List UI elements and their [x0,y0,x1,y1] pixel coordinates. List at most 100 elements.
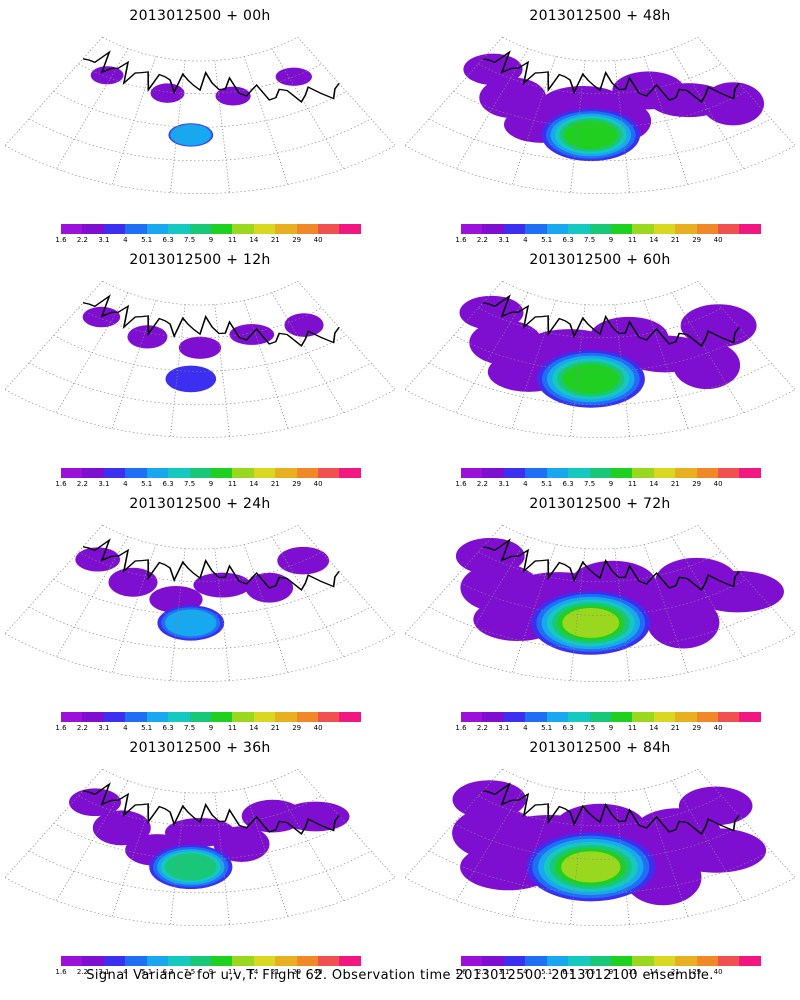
colorbar-swatch [232,956,254,966]
variance-contour-level [561,851,621,883]
colorbar-swatch [461,712,483,722]
colorbar-tick-label: 1.6 [55,968,67,976]
meridian-line [671,48,745,169]
latitude-circle [428,850,772,894]
latitude-circle [502,280,698,306]
colorbar-tick-label: 40 [313,480,323,488]
meridian-line [214,548,230,681]
colorbar-swatch [82,712,104,722]
colorbar-swatch [739,468,761,478]
colorbar-tick-label: 7.5 [584,968,596,976]
colorbar-swatch [318,468,340,478]
panel-title: 2013012500 + 00h [129,8,271,24]
panel-title: 2013012500 + 36h [129,740,271,756]
colorbar-swatch [125,468,147,478]
colorbar-labels: 1.6 2.2 3.1 4 5.1 6.3 7.5 9 11 14 21 29 40 [455,724,761,734]
colorbar-tick-label: 9 [608,236,614,244]
colorbar-tick-label: 40 [713,724,723,732]
latitude-circle [78,795,322,827]
colorbar-tick-label: 14 [649,480,659,488]
colorbar-tick-label: 2.2 [476,968,488,976]
colorbar-swatch [125,956,147,966]
variance-shading [284,313,324,337]
colorbar-swatch [696,956,719,966]
colorbar-swatch [568,224,590,234]
colorbar-swatch [61,956,83,966]
colorbar-tick-label: 11 [627,236,637,244]
colorbar-swatch [653,712,676,722]
colorbar-tick-label: 3.1 [98,480,110,488]
colorbar-tick-label: 11 [227,236,237,244]
colorbar-tick-label: 6.3 [162,968,174,976]
meridian-line [404,768,503,878]
meridian-line [643,788,689,917]
latitude-circle [453,91,747,128]
colorbar-swatch [503,712,526,722]
meridian-line [243,300,289,429]
colorbar-tick-label: 7.5 [184,724,196,732]
panel-title: 2013012500 + 60h [529,252,671,268]
latitude-circle [404,877,796,926]
colorbar-tick-label: 1.6 [455,480,467,488]
colorbar-swatch [82,956,104,966]
polar-map [4,280,396,438]
colorbar-swatch [653,956,676,966]
colorbar-tick-label: 5.1 [541,480,553,488]
variance-contour-level [562,364,620,394]
colorbar-tick-label: 14 [249,480,259,488]
colorbar-tick-label: 11 [227,724,237,732]
variance-shading [691,570,784,613]
colorbar-tick-label: 11 [627,724,637,732]
colorbar-swatch [275,956,297,966]
latitude-circle [4,145,396,194]
colorbar-swatch [232,224,254,234]
colorbar-swatch [546,712,569,722]
colorbar-swatch [568,956,590,966]
colorbar-swatch [61,468,83,478]
colorbar-tick-label: 5.1 [141,236,153,244]
meridian-line [404,524,503,634]
variance-shading [680,304,757,348]
colorbar-tick-label: 7.5 [584,236,596,244]
map-panel-84h: 2013012500 + 84h 1.6 2.2 3.1 4 5.1 6.3 7.5 9 11 14… [400,732,800,976]
meridian-line [671,780,745,901]
colorbar-tick-label: 9 [208,724,214,732]
colorbar-swatch [339,712,361,722]
colorbar-tick-label: 9 [608,480,614,488]
colorbar-swatch [525,224,547,234]
colorbar-swatch [482,468,504,478]
variance-contour-level [170,124,211,146]
colorbar-tick-label: 2.2 [476,480,488,488]
meridian-line [4,768,103,878]
colorbar-tick-label: 21 [270,236,280,244]
colorbar-tick-label: 9 [208,968,214,976]
polar-map [404,768,796,926]
colorbar-tick-label: 21 [270,724,280,732]
meridian-line [214,304,230,437]
variance-shading [702,82,764,126]
latitude-circle [4,877,396,926]
colorbar-swatch [103,224,126,234]
colorbar-swatch [589,468,611,478]
colorbar-tick-label: 7.5 [184,236,196,244]
colorbar-swatch [339,224,361,234]
map-panel-60h: 2013012500 + 60h 1.6 2.2 3.1 4 5.1 6.3 7.5 9 11 14… [400,244,800,488]
colorbar-tick-label: 2.2 [476,724,488,732]
colorbar-swatch [610,712,633,722]
variance-shading [178,336,222,359]
latitude-circle [502,524,698,550]
colorbar-tick-label: 11 [227,480,237,488]
colorbar-tick-label: 5.1 [541,236,553,244]
latitude-circle [53,823,347,860]
colorbar-swatch [546,468,569,478]
colorbar-swatch [339,468,361,478]
colorbar-swatch [61,712,83,722]
colorbar-swatch [675,956,697,966]
colorbar-tick-label: 5.1 [141,480,153,488]
colorbar-swatch [275,468,297,478]
coastline [482,294,740,347]
colorbar-swatch [525,712,547,722]
colorbar [61,956,361,966]
meridian-line [297,768,396,878]
colorbar [61,224,361,234]
